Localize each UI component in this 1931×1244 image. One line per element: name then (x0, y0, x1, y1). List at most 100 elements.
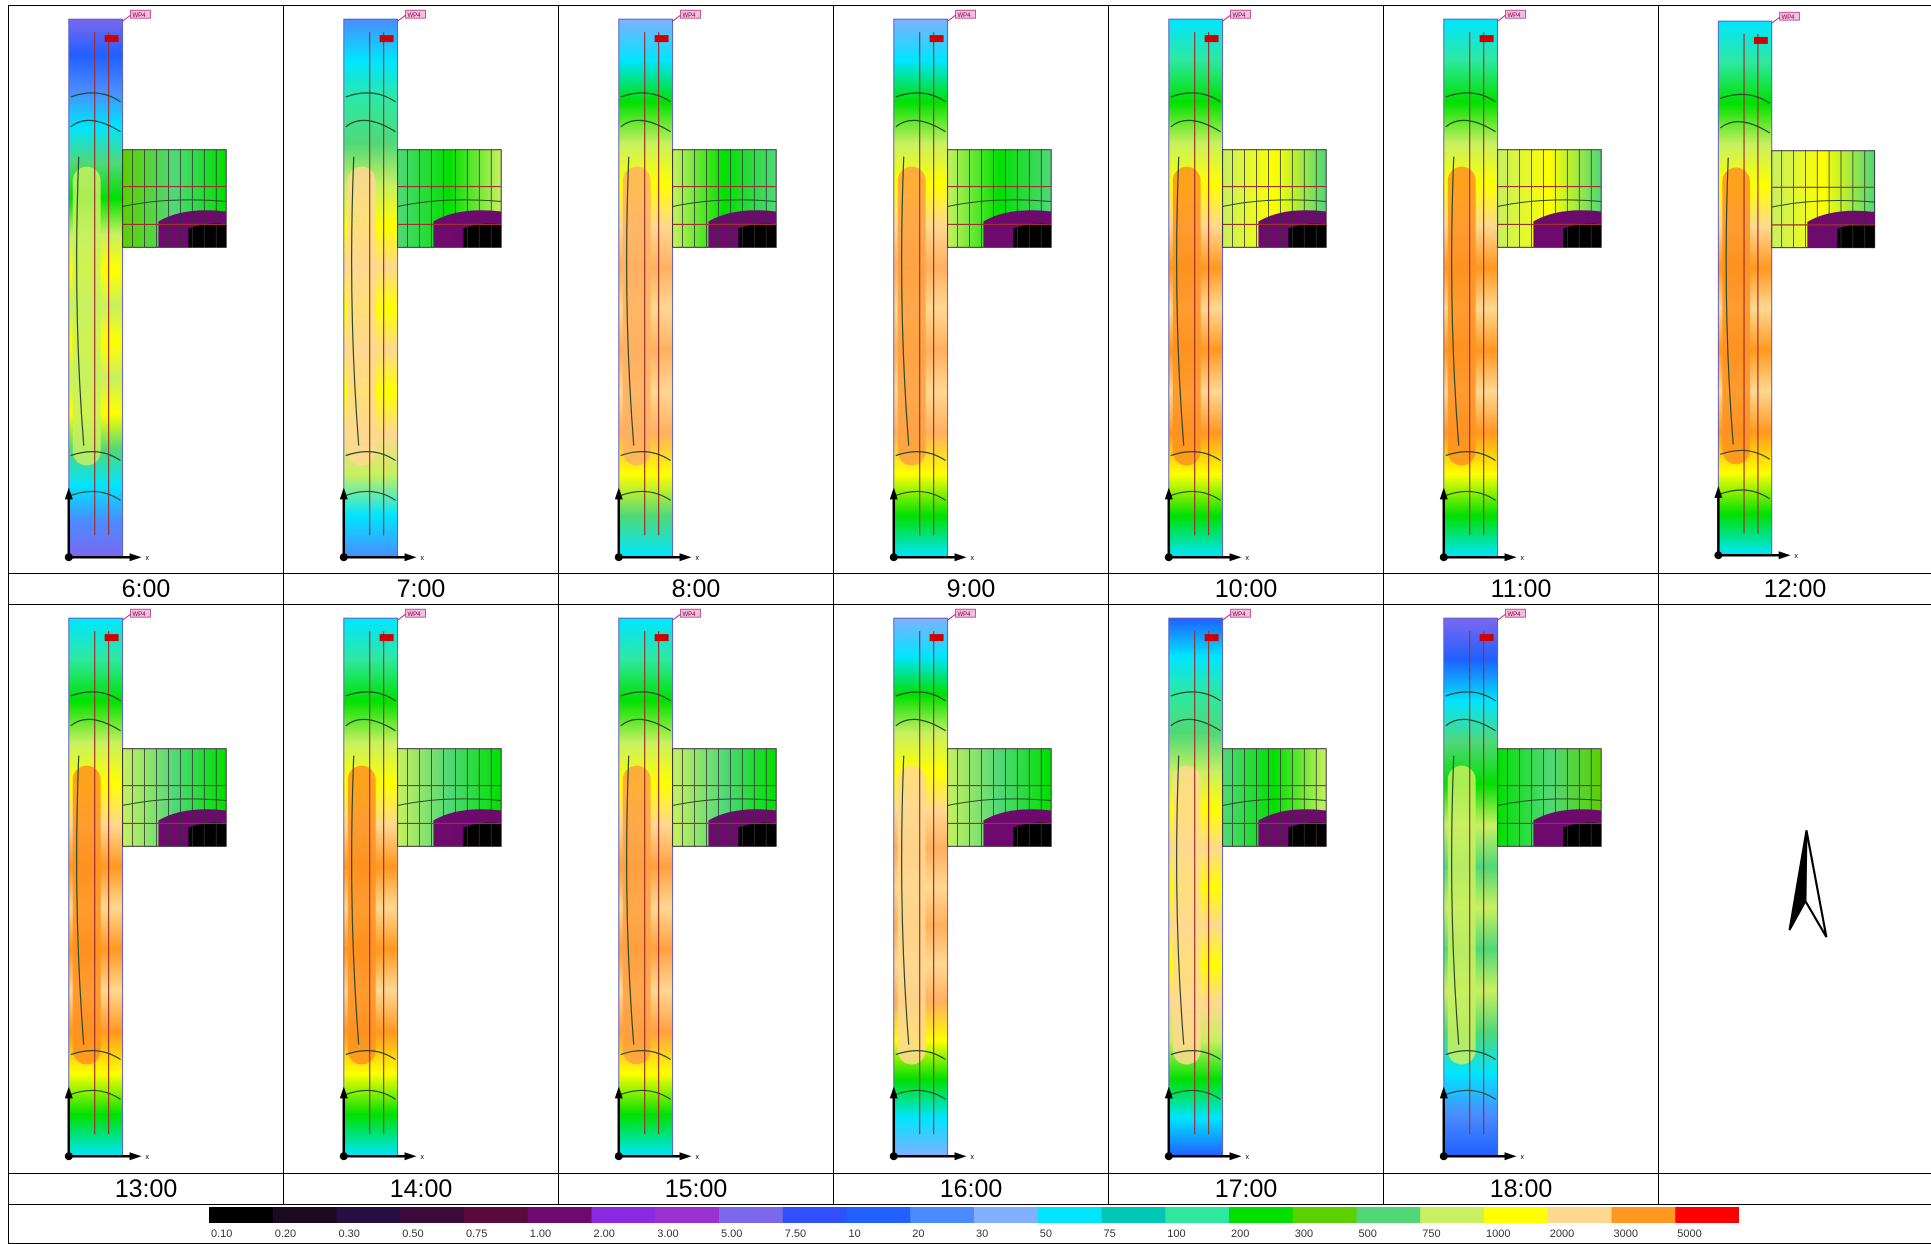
tag-leader (1222, 14, 1231, 22)
axis-origin (64, 1152, 73, 1161)
contour-line (895, 1090, 946, 1101)
legend-tick-label: 2000 (1550, 1228, 1574, 1240)
axis-origin (1164, 553, 1173, 562)
contour-line (70, 490, 121, 501)
legend-tick-label: 50 (1040, 1228, 1052, 1240)
x-axis-arrowhead (679, 1152, 692, 1161)
contour-line (1170, 451, 1221, 462)
contour-line (1445, 451, 1496, 462)
wing-zone (1222, 149, 1327, 248)
legend-swatch (527, 1206, 592, 1223)
contour-line (672, 798, 777, 807)
axis-origin (614, 1152, 623, 1161)
contour-line (620, 490, 671, 501)
x-axis-arrowhead (954, 553, 967, 562)
panel-cell: WP4 x (1383, 4, 1659, 575)
contour-line (1720, 449, 1771, 460)
legend-swatch (591, 1206, 656, 1223)
legend-tick-label: 750 (1422, 1228, 1440, 1240)
contour-line (620, 92, 671, 103)
tag-leader (1222, 614, 1231, 622)
contour-line (901, 756, 910, 1046)
contour-line (70, 719, 121, 732)
contour-line (895, 92, 946, 103)
legend-swatch (1675, 1206, 1739, 1223)
sensor-marker (1753, 36, 1768, 44)
station-tag: WP4 (1508, 613, 1522, 619)
panel-cell: WP4 x (833, 604, 1109, 1174)
station-tag: WP4 (683, 613, 697, 619)
station-tag-box (1230, 9, 1251, 19)
x-axis-label: x (421, 1155, 425, 1162)
x-axis-label: x (971, 1155, 975, 1162)
tag-leader (122, 14, 131, 22)
contour-line (76, 156, 85, 446)
legend-tick-label: 0.50 (402, 1228, 423, 1240)
time-label: 14:00 (283, 1172, 559, 1205)
x-axis-arrowhead (1229, 553, 1242, 562)
station-tag-box (405, 9, 426, 19)
axis-origin (889, 1152, 898, 1161)
tag-leader (397, 14, 406, 22)
station-tag-box (130, 9, 151, 19)
contour-line (1725, 157, 1734, 445)
contour-line (345, 92, 396, 103)
contour-line (1719, 121, 1771, 134)
contour-line (1720, 93, 1771, 104)
contour-line (1170, 92, 1221, 103)
contour-line (1451, 156, 1460, 446)
y-axis-arrowhead (889, 1086, 898, 1099)
station-tag: WP4 (958, 13, 972, 19)
contour-line (1170, 691, 1221, 702)
x-axis-arrowhead (1778, 551, 1791, 560)
legend-swatch (1229, 1206, 1294, 1223)
panel-cell: WP4 x (558, 604, 834, 1174)
axis-origin (1439, 553, 1448, 562)
sensor-marker (929, 35, 944, 43)
contour-line (76, 756, 85, 1046)
floor-plan-panel-7: WP4 x (339, 9, 502, 562)
legend-tick-label: 3.00 (657, 1228, 678, 1240)
x-axis-arrowhead (679, 553, 692, 562)
legend-swatch (1611, 1206, 1676, 1223)
y-axis-arrowhead (1164, 1086, 1173, 1099)
legend-swatch (272, 1206, 337, 1223)
x-axis-label: x (421, 555, 425, 562)
legend-tick-label: 500 (1359, 1228, 1377, 1240)
panel-cell: WP4 x (1383, 604, 1659, 1174)
y-axis-arrowhead (1714, 486, 1723, 498)
time-label: 12:00 (1658, 573, 1931, 606)
legend-tick-label: 0.75 (466, 1228, 487, 1240)
axis-origin (339, 1152, 348, 1161)
contour-line (626, 156, 635, 446)
legend-swatch (1101, 1206, 1166, 1223)
legend-tick-label: 5000 (1677, 1228, 1701, 1240)
contour-line (1445, 490, 1496, 501)
tag-leader (672, 14, 681, 22)
legend-swatch (846, 1206, 911, 1223)
black-zone (463, 822, 502, 847)
contour-line (1170, 719, 1221, 732)
x-axis-arrowhead (404, 553, 417, 562)
x-axis-label: x (146, 1155, 150, 1162)
legend-swatch (400, 1206, 465, 1223)
contour-line (70, 92, 121, 103)
contour-line (620, 119, 671, 133)
time-label: 15:00 (558, 1172, 834, 1205)
station-tag-box (405, 609, 426, 619)
x-axis-label: x (1246, 555, 1250, 562)
legend-tick-label: 0.20 (275, 1228, 296, 1240)
legend-swatch (910, 1206, 975, 1223)
contour-line (672, 199, 777, 207)
contour-line (1170, 490, 1221, 501)
time-label: 13:00 (8, 1172, 284, 1205)
panel-cell: WP4 x (8, 4, 284, 575)
sensor-marker (654, 634, 669, 642)
black-zone (1288, 822, 1327, 847)
floor-plan-panel-16: WP4 x (889, 609, 1052, 1162)
contour-line (1176, 156, 1185, 446)
sensor-marker (379, 35, 394, 43)
sensor-marker (104, 634, 119, 642)
contour-line (1497, 199, 1602, 207)
legend-swatch (1356, 1206, 1421, 1223)
